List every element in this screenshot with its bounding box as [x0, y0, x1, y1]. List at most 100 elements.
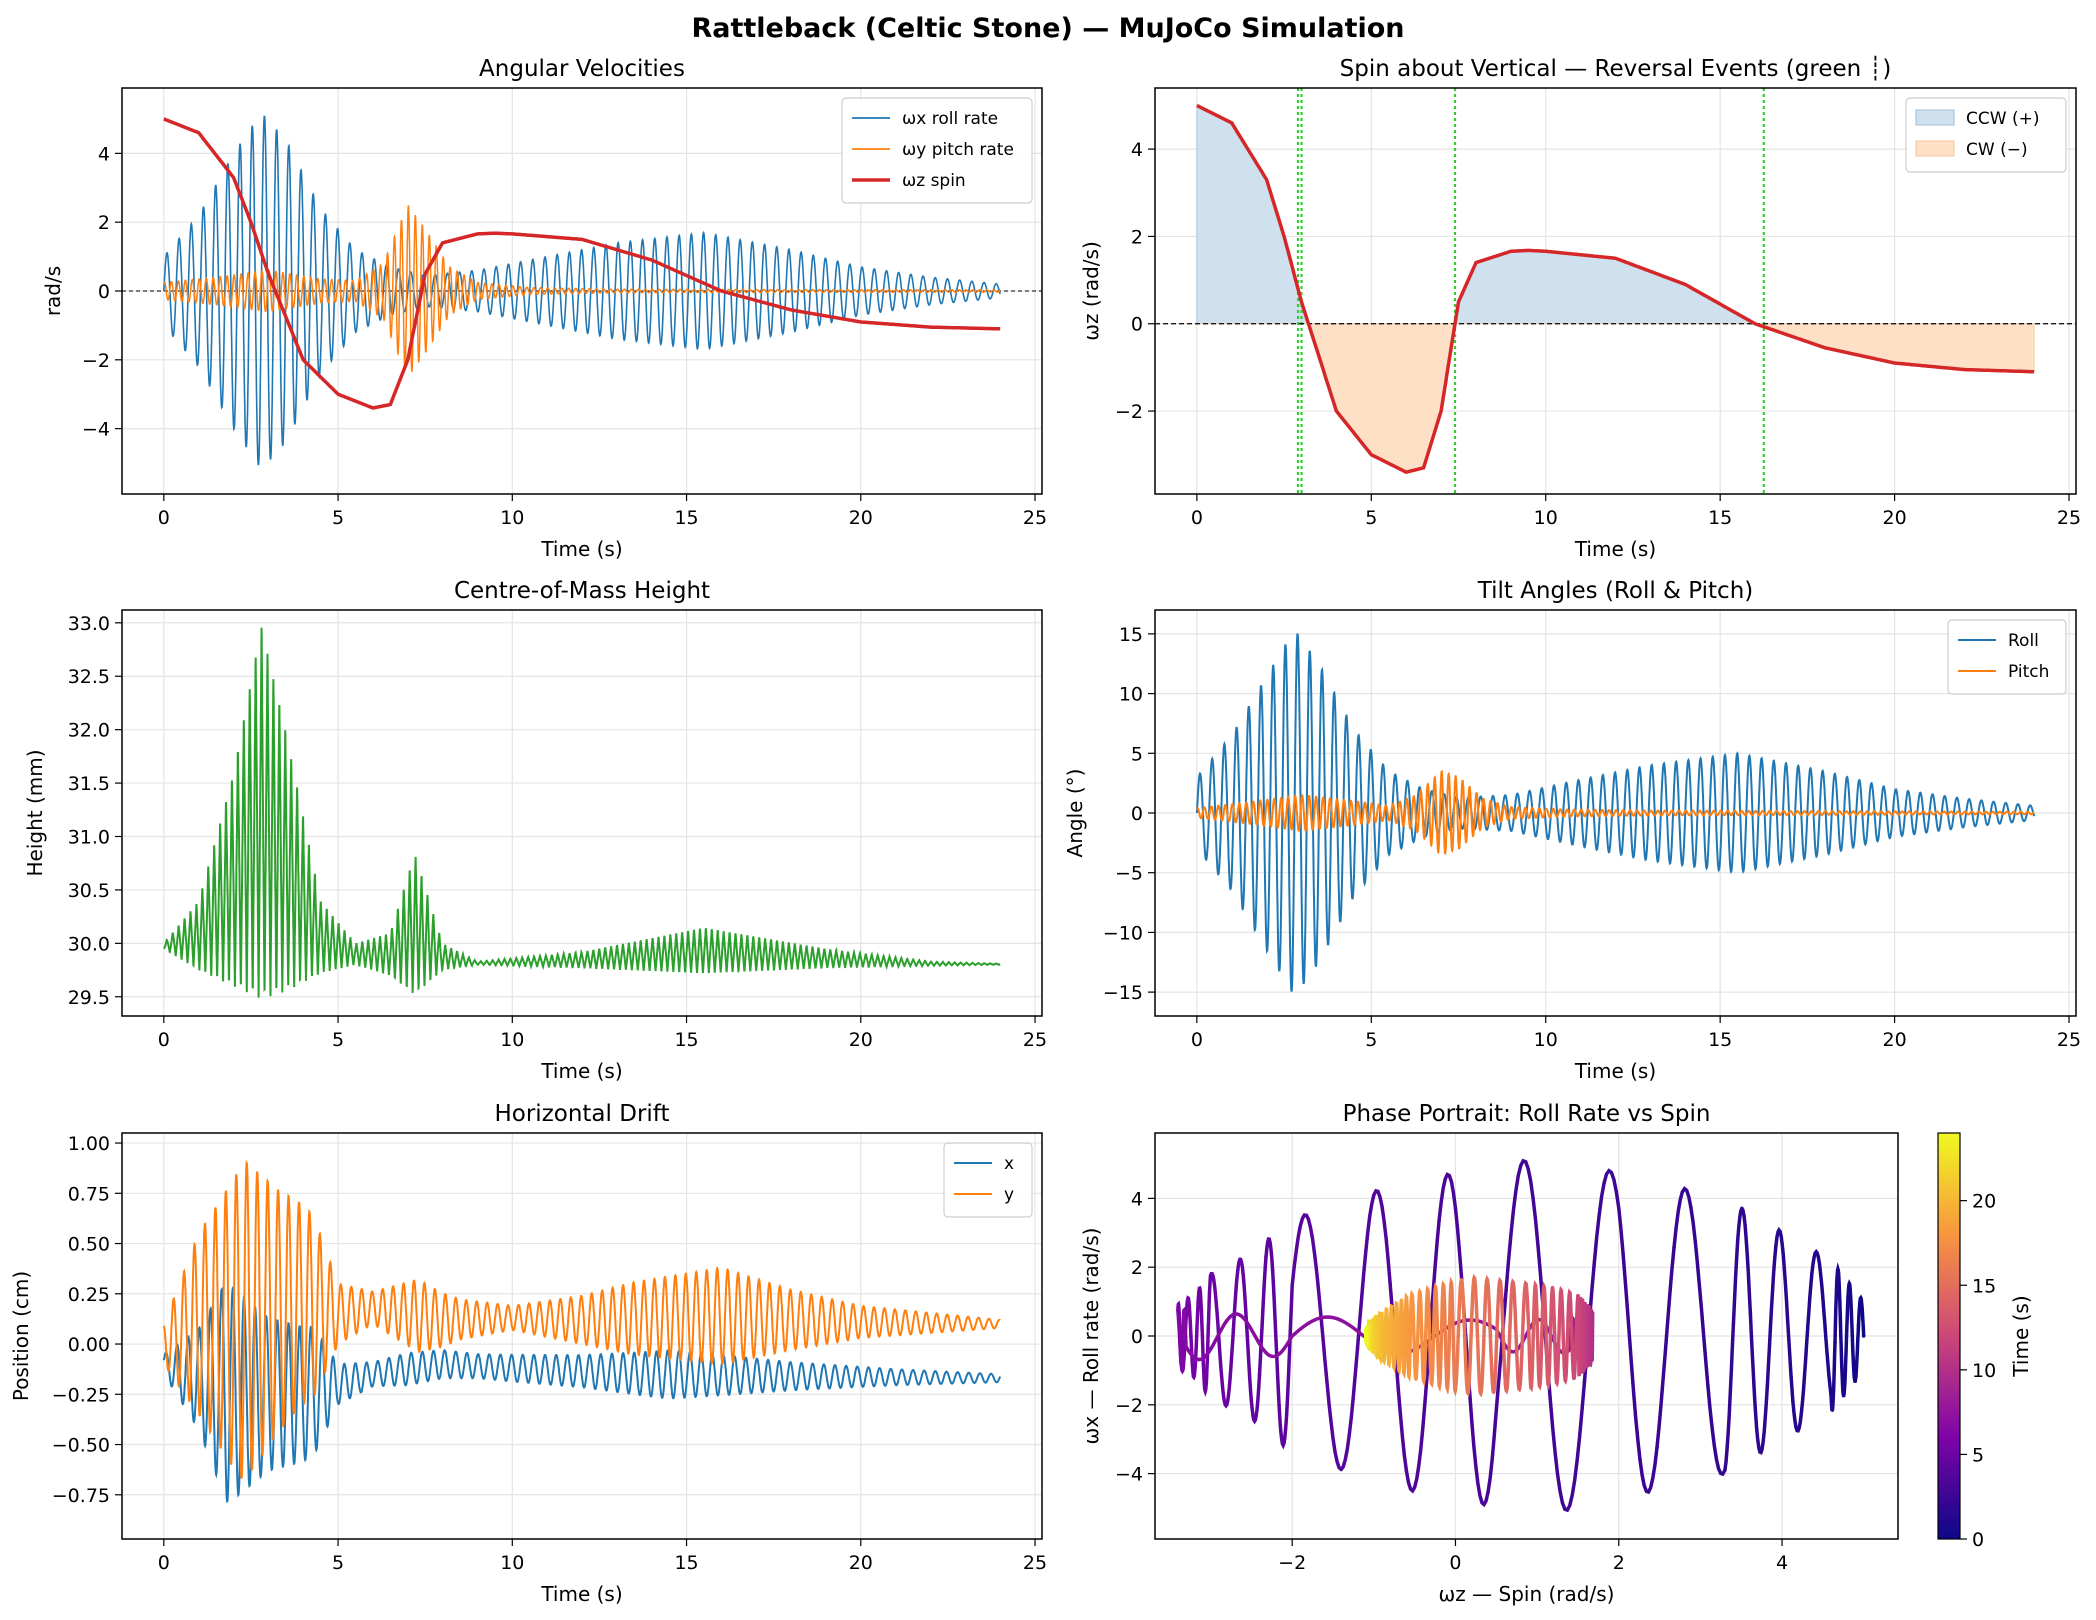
- trajectory-segment: [1264, 1237, 1275, 1272]
- trajectory-segment: [1638, 1445, 1659, 1495]
- trajectory-segment: [1194, 1290, 1201, 1350]
- plot-area: [162, 1159, 1002, 1504]
- trajectory-segment: [1584, 1357, 1589, 1369]
- y-tick-label: −2: [1115, 1395, 1143, 1417]
- trajectory-segment: [1415, 1291, 1422, 1342]
- trajectory-segment: [1723, 1322, 1736, 1472]
- trajectory-segment: [1339, 1346, 1360, 1472]
- trajectory-segment: [1841, 1368, 1848, 1398]
- trajectory-segment: [1448, 1276, 1454, 1307]
- trajectory-segment: [1503, 1366, 1511, 1395]
- x-tick-label: 10: [1534, 507, 1558, 529]
- trajectory-segment: [1374, 1346, 1379, 1361]
- x-tick-label: 5: [332, 1029, 344, 1051]
- x-tick-label: 10: [1534, 1029, 1558, 1051]
- x-tick-label: 0: [158, 1552, 170, 1574]
- trajectory-segment: [1757, 1383, 1770, 1455]
- trajectory-segment: [1283, 1283, 1294, 1431]
- panel-angular-velocities: 0 5 10 15 20 25 −4 −2 0 2 4 Angular Velocities Time …: [41, 56, 1047, 561]
- trajectory-segment: [1231, 1257, 1242, 1332]
- trajectory-segment: [1833, 1268, 1840, 1345]
- trajectory-segment: [1391, 1357, 1397, 1374]
- y-tick-label: −4: [82, 419, 110, 441]
- trajectory-segment: [1562, 1363, 1568, 1386]
- trajectory-segment: [1355, 1193, 1376, 1351]
- trajectory-segment: [1306, 1315, 1343, 1325]
- y-tick-label: 2: [1131, 226, 1143, 248]
- y-tick-label: 0: [1131, 314, 1143, 336]
- panel-com-height: 0 5 10 15 20 25 29.5 30.0 30.5 31.0 31.5 32.0 32.5 33…: [23, 578, 1047, 1083]
- y-tick-label: 30.5: [68, 880, 110, 902]
- tick-labels: 0 5 10 15 20 25 29.5 30.0 30.5 31.0 31.5 32.0 32.5 33…: [68, 613, 1047, 1051]
- y-tick-label: 30.0: [68, 933, 110, 955]
- trajectory-segment: [1385, 1334, 1391, 1366]
- colorbar-tick-label: 10: [1972, 1360, 1996, 1382]
- trajectory-segment: [1791, 1398, 1804, 1433]
- trajectory-segment: [1225, 1327, 1236, 1407]
- series-spin: [163, 117, 1001, 410]
- trajectory-segment: [1544, 1351, 1551, 1391]
- trajectory-segment: [1500, 1314, 1508, 1387]
- trajectory-segment: [1843, 1295, 1850, 1372]
- trajectory-segment: [1570, 1341, 1576, 1381]
- y-tick-label: 4: [1131, 1188, 1143, 1210]
- y-tick-label: 15: [1119, 624, 1143, 646]
- trajectory-segment: [1462, 1324, 1469, 1393]
- trajectory-segment: [1398, 1298, 1404, 1335]
- y-axis-label: Angle (°): [1063, 769, 1087, 858]
- trajectory-segment: [1408, 1289, 1415, 1320]
- x-tick-label: 5: [1365, 1029, 1377, 1051]
- x-tick-label: 25: [2057, 1029, 2081, 1051]
- x-axis-label: Time (s): [1574, 1059, 1656, 1083]
- trajectory-segment: [1281, 1321, 1311, 1351]
- trajectory-segment: [1435, 1334, 1442, 1388]
- series-roll-rate: [163, 115, 1001, 466]
- plot-area: [1176, 1158, 1866, 1513]
- x-tick-label: 10: [500, 507, 524, 529]
- y-tick-label: −10: [1103, 922, 1143, 944]
- grid-lines: [122, 1133, 1042, 1539]
- panel-title: Phase Portrait: Roll Rate vs Spin: [1343, 1101, 1711, 1127]
- trajectory-segment: [1323, 1357, 1343, 1472]
- y-tick-label: 31.5: [68, 773, 110, 795]
- x-tick-label: 25: [2057, 507, 2081, 529]
- trajectory-segment: [1542, 1290, 1549, 1356]
- axes-frame: [1154, 1132, 1899, 1540]
- trajectory-segment: [1470, 1419, 1490, 1508]
- x-axis-label: Time (s): [1574, 537, 1656, 561]
- y-tick-label: 0.00: [68, 1334, 110, 1356]
- tick-labels: 0 5 10 15 20 25 −15 −10 −5 0 5 10 15: [1103, 624, 2081, 1051]
- y-axis-label: Height (mm): [23, 749, 47, 876]
- y-tick-label: 32.5: [68, 666, 110, 688]
- trajectory-segment: [1404, 1426, 1425, 1494]
- trajectory-segment: [1424, 1284, 1431, 1305]
- trajectory-segment: [1838, 1311, 1845, 1392]
- trajectory-segment: [1442, 1307, 1449, 1379]
- panel-spin-reversal: 0 5 10 15 20 25 −2 0 2 4 Spin about Vertical — Rev…: [1079, 55, 2081, 561]
- x-tick-label: 20: [849, 1029, 873, 1051]
- trajectory-segment: [1177, 1311, 1183, 1356]
- x-tick-label: 15: [1708, 507, 1732, 529]
- x-tick-label: 20: [849, 1552, 873, 1574]
- y-tick-label: 2: [1131, 1257, 1143, 1279]
- trajectory-segment: [1270, 1268, 1281, 1408]
- y-tick-label: 0: [98, 281, 110, 303]
- plot-area: [163, 627, 1001, 998]
- trajectory-segment: [1441, 1280, 1447, 1312]
- y-tick-label: 33.0: [68, 613, 110, 635]
- trajectory-segment: [1509, 1278, 1517, 1299]
- trajectory-segment: [1846, 1279, 1853, 1299]
- colorbar-tick-label: 20: [1972, 1191, 1996, 1213]
- panel-title: Spin about Vertical — Reversal Events (g…: [1340, 55, 1892, 82]
- trajectory-segment: [1816, 1255, 1829, 1352]
- trajectory-segment: [1474, 1295, 1481, 1376]
- trajectory-segment: [1848, 1294, 1856, 1363]
- x-axis-label: Time (s): [540, 1582, 622, 1606]
- trajectory-segment: [1199, 1308, 1206, 1380]
- legend-box: [943, 1142, 1033, 1218]
- y-tick-label: −0.25: [52, 1384, 110, 1406]
- legend-box: [1947, 619, 2067, 695]
- legend-label: ωx roll rate: [902, 109, 998, 129]
- trajectory-segment: [1204, 1298, 1211, 1379]
